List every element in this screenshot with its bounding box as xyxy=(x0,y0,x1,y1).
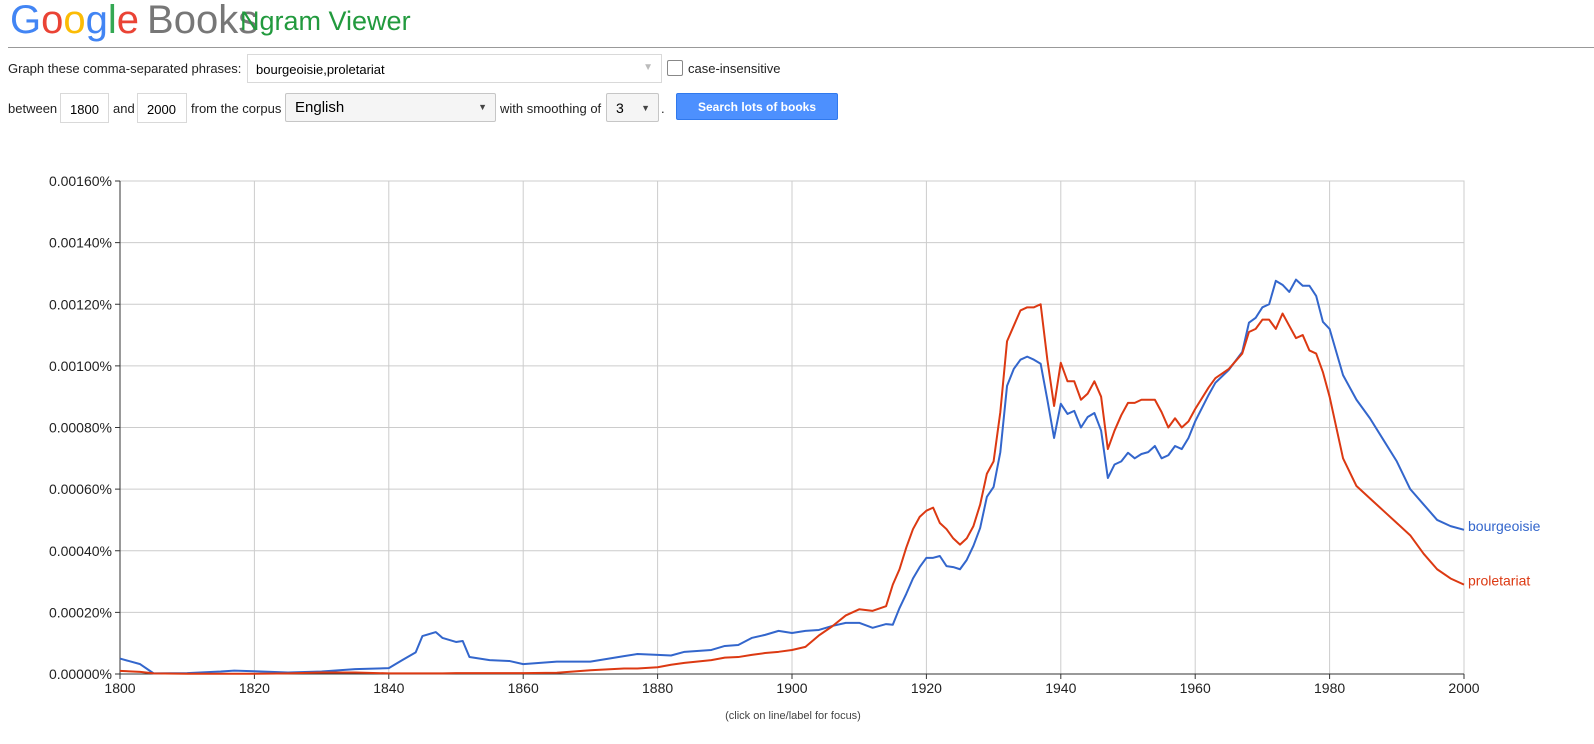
x-tick-label: 1980 xyxy=(1314,680,1345,696)
x-tick-label: 2000 xyxy=(1448,680,1479,696)
case-checkbox[interactable] xyxy=(667,60,683,76)
logo: Google Books xyxy=(10,0,258,43)
x-tick-label: 1860 xyxy=(508,680,539,696)
y-tick-label: 0.00080% xyxy=(49,420,112,436)
y-tick-label: 0.00040% xyxy=(49,543,112,559)
dropdown-arrow: ▼ xyxy=(641,103,650,113)
dropdown-arrow: ▼ xyxy=(643,62,653,73)
logo-books: Books xyxy=(147,0,259,42)
series-label[interactable]: bourgeoisie xyxy=(1468,518,1541,534)
logo-letter: o xyxy=(41,0,64,42)
logo-letter: G xyxy=(10,0,42,42)
smoothing-label: with smoothing of xyxy=(500,101,602,116)
logo-google: Google xyxy=(10,0,139,42)
period: . xyxy=(661,101,665,116)
logo-letter: e xyxy=(116,0,140,42)
y-tick-label: 0.00140% xyxy=(49,235,112,251)
x-tick-label: 1820 xyxy=(239,680,270,696)
corpus-label: from the corpus xyxy=(191,101,282,116)
x-tick-label: 1920 xyxy=(911,680,942,696)
search-button[interactable]: Search lots of books xyxy=(676,93,838,120)
start-year-input[interactable]: 1800 xyxy=(60,93,109,123)
smoothing-select[interactable]: 3 ▼ xyxy=(606,93,659,122)
y-tick-label: 0.00020% xyxy=(49,604,112,620)
logo-letter: g xyxy=(85,0,108,42)
x-tick-label: 1900 xyxy=(776,680,807,696)
app-title: Ngram Viewer xyxy=(240,6,411,36)
y-tick-label: 0.00000% xyxy=(49,666,112,682)
divider xyxy=(8,47,1594,48)
y-tick-label: 0.00120% xyxy=(49,296,112,312)
series-line xyxy=(119,278,1465,675)
x-tick-label: 1940 xyxy=(1045,680,1076,696)
y-tick-label: 0.00060% xyxy=(49,481,112,497)
end-year-input[interactable]: 2000 xyxy=(137,93,187,123)
corpus-select[interactable]: English ▼ xyxy=(285,93,496,122)
dropdown-arrow: ▼ xyxy=(478,102,487,112)
logo-letter: o xyxy=(63,0,86,42)
y-tick-label: 0.00100% xyxy=(49,358,112,374)
phrases-text: bourgeoisie,proletariat xyxy=(256,62,385,77)
corpus-text: English xyxy=(295,99,345,116)
smoothing-text: 3 xyxy=(616,100,624,116)
phrases-label: Graph these comma-separated phrases: xyxy=(8,61,242,76)
x-tick-label: 1840 xyxy=(373,680,404,696)
and-label: and xyxy=(113,101,135,116)
chart-note: (click on line/label for focus) xyxy=(725,710,861,722)
x-tick-label: 1960 xyxy=(1180,680,1211,696)
between-label: between xyxy=(8,101,58,116)
y-tick-label: 0.00160% xyxy=(49,173,112,189)
case-label: case-insensitive xyxy=(688,61,781,76)
series-line xyxy=(119,303,1465,675)
phrases-input[interactable]: bourgeoisie,proletariat ▼ xyxy=(247,54,662,83)
series-label[interactable]: proletariat xyxy=(1468,573,1530,589)
logo-letter: l xyxy=(107,0,117,42)
x-tick-label: 1800 xyxy=(104,680,135,696)
x-tick-label: 1880 xyxy=(642,680,673,696)
